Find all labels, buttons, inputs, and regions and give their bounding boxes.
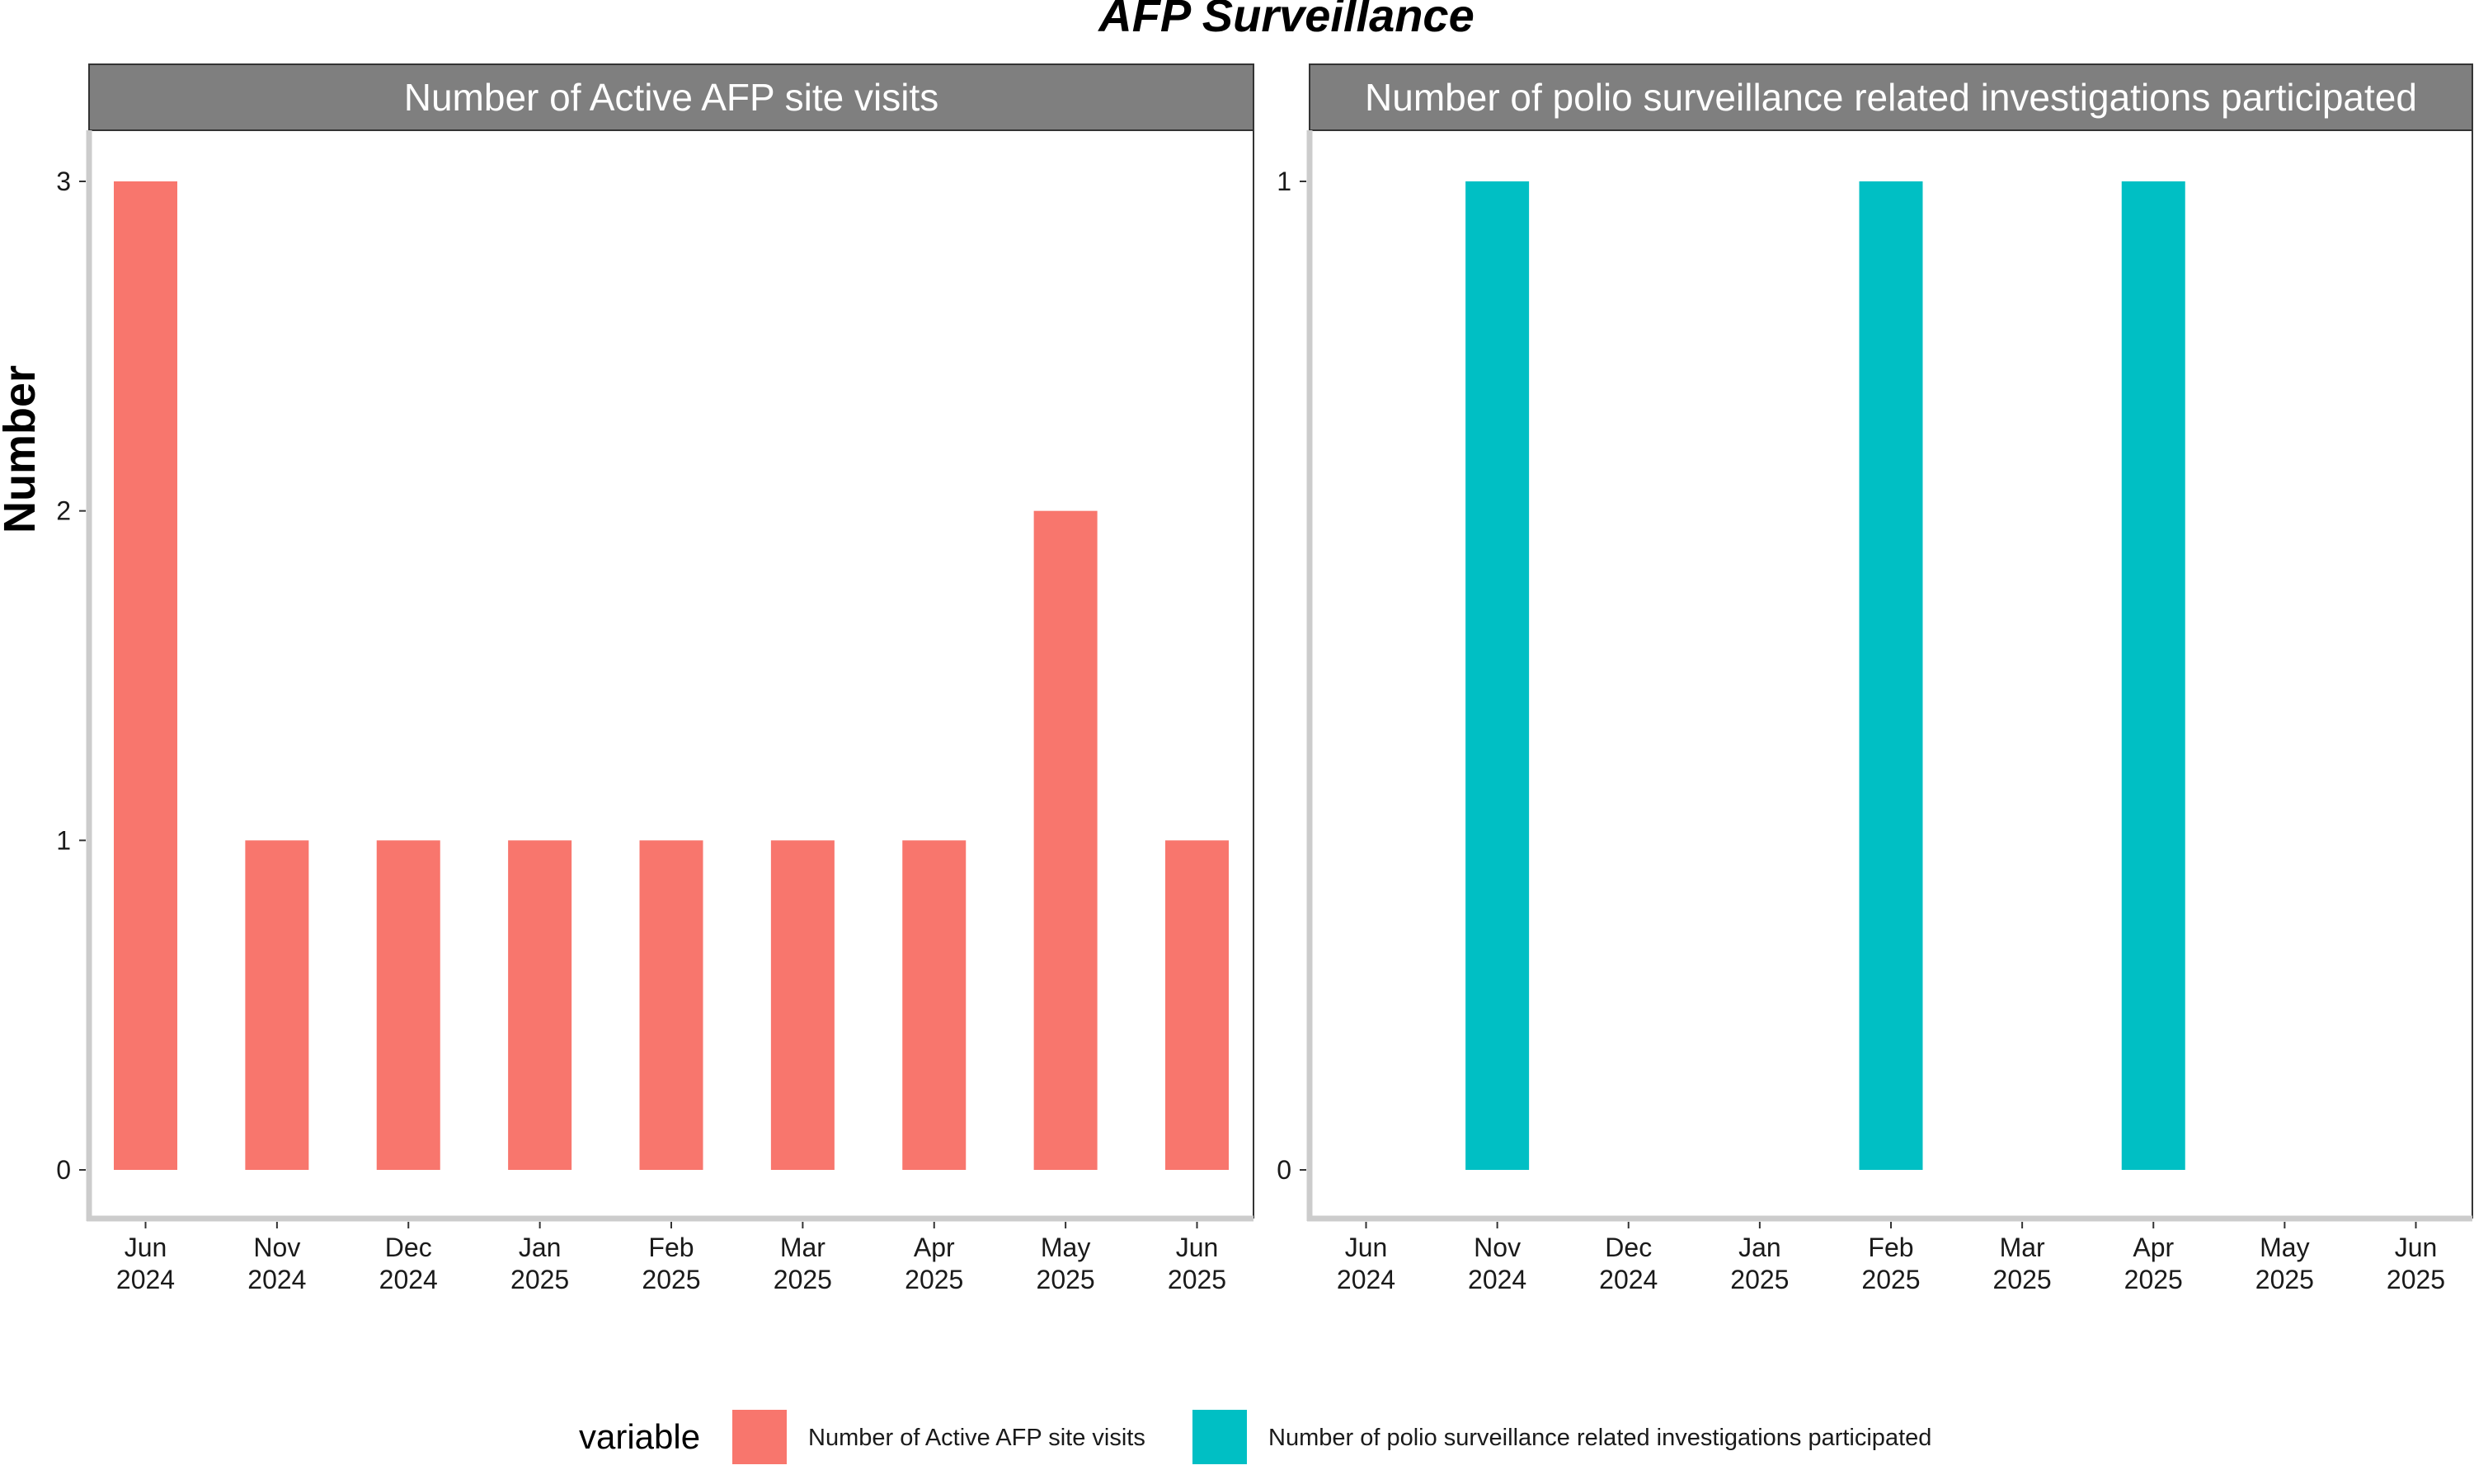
y-tick-label: 3 <box>56 167 71 196</box>
x-tick-label: Mar 2025 <box>1993 1233 2052 1294</box>
panel-1: Number of Active AFP site visits 0 1 2 3 Jun 2… <box>56 63 1254 1294</box>
bar-jun-2025 <box>1165 840 1229 1170</box>
x-tick-label: Jun 2025 <box>2387 1233 2445 1294</box>
x-tick-label: Apr 2025 <box>905 1233 963 1294</box>
y-tick-label: 1 <box>1277 167 1291 196</box>
x-tick-label: Jun 2025 <box>1168 1233 1226 1294</box>
x-tick-label: Jun 2024 <box>1337 1233 1395 1294</box>
x-tick-label: Dec 2024 <box>1599 1233 1658 1294</box>
x-tick-label: Dec 2024 <box>379 1233 438 1294</box>
panel-2: Number of polio surveillance related inv… <box>1277 63 2473 1294</box>
bar-may-2025 <box>1033 510 1098 1170</box>
x-tick-label: Nov 2024 <box>247 1233 306 1294</box>
bar-nov-2024 <box>245 840 309 1170</box>
legend-key <box>732 1410 787 1464</box>
chart-title: AFP Surveillance <box>1097 0 1474 41</box>
legend-title: variable <box>579 1417 700 1456</box>
strip-label: Number of Active AFP site visits <box>404 76 939 119</box>
y-tick-label: 2 <box>56 496 71 526</box>
bar-mar-2025 <box>770 840 835 1170</box>
x-tick-label: May 2025 <box>2255 1233 2314 1294</box>
x-tick-label: Feb 2025 <box>642 1233 700 1294</box>
x-tick-label: Nov 2024 <box>1468 1233 1526 1294</box>
strip-header <box>1309 63 2473 131</box>
bar-jan-2025 <box>508 840 572 1170</box>
bar-feb-2025 <box>1859 181 1923 1170</box>
y-tick-label: 0 <box>1277 1155 1291 1185</box>
x-tick-label: Apr 2025 <box>2124 1233 2183 1294</box>
bar-nov-2024 <box>1465 181 1530 1170</box>
facet-panels: Number of Active AFP site visits 0 1 2 3 Jun 2… <box>56 63 2473 1294</box>
x-tick-label: Jan 2025 <box>510 1233 569 1294</box>
x-tick-label: Mar 2025 <box>774 1233 832 1294</box>
x-tick-label: May 2025 <box>1037 1233 1095 1294</box>
x-tick-label: Jan 2025 <box>1730 1233 1789 1294</box>
x-tick-label: Jun 2024 <box>116 1233 175 1294</box>
bar-apr-2025 <box>2121 181 2185 1170</box>
legend-items: Number of Active AFP site visits Number o… <box>732 1410 1931 1464</box>
y-axis-label: Number <box>0 365 45 533</box>
strip-label: Number of polio surveillance related inv… <box>1365 76 2417 119</box>
x-tick-label: Feb 2025 <box>1861 1233 1920 1294</box>
bar-apr-2025 <box>902 840 967 1170</box>
strip-header <box>88 63 1254 131</box>
y-tick-label: 0 <box>56 1155 71 1185</box>
bar-jun-2024 <box>114 181 177 1170</box>
legend-label: Number of Active AFP site visits <box>808 1425 1145 1451</box>
legend: variable Number of Active AFP site visit… <box>579 1410 1931 1464</box>
legend-key <box>1192 1410 1247 1464</box>
y-tick-label: 1 <box>56 825 71 855</box>
bar-feb-2025 <box>639 840 703 1170</box>
legend-label: Number of polio surveillance related inv… <box>1268 1425 1931 1451</box>
bar-dec-2024 <box>376 840 440 1170</box>
